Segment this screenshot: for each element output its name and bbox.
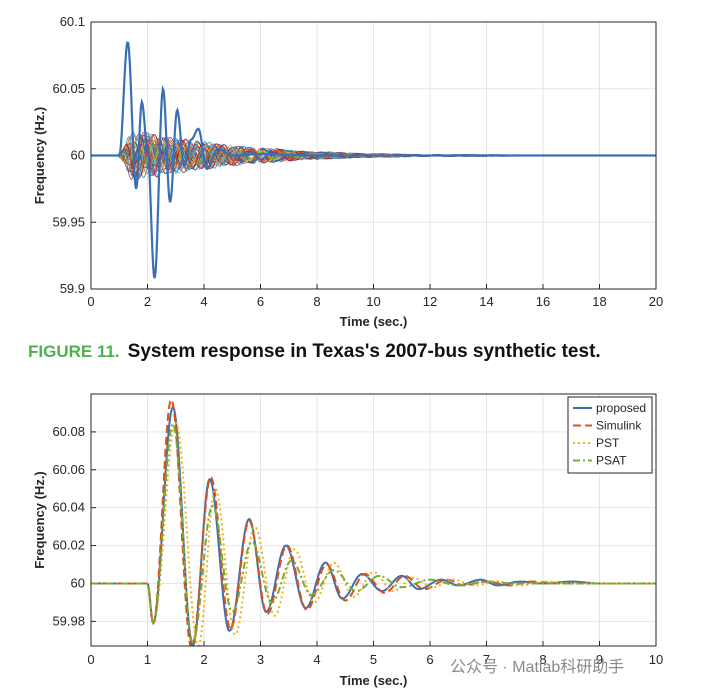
y-tick-label: 60.08: [52, 424, 85, 439]
chart-1: 0 2 4 6 8 10 12 14 16 18 20 59.9 59.95 60 60.05 60.1 Tim…: [32, 14, 663, 329]
legend-label-pst: PST: [596, 436, 620, 450]
series-line-dominant: [91, 41, 656, 279]
x-tick-label: 8: [313, 294, 320, 309]
watermark: 公众号 · Matlab科研助手: [450, 659, 625, 676]
x-tick-label: 10: [649, 652, 663, 667]
x-tick-label: 0: [87, 652, 94, 667]
y-axis-label: Frequency (Hz.): [32, 107, 47, 205]
x-tick-label: 6: [426, 652, 433, 667]
plot-frame: [90, 393, 657, 647]
x-tick-label: 8: [539, 652, 546, 667]
x-tick-label: 18: [592, 294, 606, 309]
y-tick-label: 60.05: [52, 81, 85, 96]
series-line-pst: [91, 421, 656, 646]
figure-caption: FIGURE 11. System response in Texas's 200…: [28, 341, 601, 363]
x-tick-label: 9: [596, 652, 603, 667]
chart-2: 0 1 2 3 4 5 6 7 8 9 10 59.98 60 60.02 60.04 60.06 60.08 T…: [32, 393, 663, 688]
x-tick-label: 14: [479, 294, 493, 309]
x-tick-label: 2: [144, 294, 151, 309]
legend-label-psat: PSAT: [596, 454, 627, 468]
x-axis-label: Time (sec.): [340, 673, 408, 688]
plot-lines: [91, 41, 656, 279]
y-tick-label: 60: [71, 575, 85, 590]
y-tick-label: 60.06: [52, 462, 85, 477]
y-tick-label: 59.95: [52, 214, 85, 229]
x-tick-label: 16: [536, 294, 550, 309]
plot-frame: [90, 21, 657, 290]
y-tick-label: 59.98: [52, 613, 85, 628]
x-tick-label: 2: [200, 652, 207, 667]
x-tick-label: 10: [366, 294, 380, 309]
figure-caption-text: System response in Texas's 2007-bus synt…: [127, 341, 601, 362]
x-tick-label: 12: [423, 294, 437, 309]
legend-label-proposed: proposed: [596, 401, 646, 415]
x-tick-label: 7: [483, 652, 490, 667]
x-tick-label: 20: [649, 294, 663, 309]
legend: proposed Simulink PST PSAT: [567, 396, 653, 474]
plot-lines: [91, 398, 656, 646]
y-tick-label: 60.04: [52, 500, 85, 515]
legend-label-simulink: Simulink: [596, 419, 642, 433]
y-tick-label: 60: [71, 148, 85, 163]
series-line-simulink: [91, 398, 656, 646]
series-line-psat: [91, 423, 656, 644]
figure-label: FIGURE 11.: [28, 342, 120, 361]
y-axis-label: Frequency (Hz.): [32, 471, 47, 569]
y-tick-label: 60.1: [60, 14, 85, 29]
x-tick-label: 6: [257, 294, 264, 309]
x-tick-label: 4: [313, 652, 320, 667]
x-tick-label: 1: [144, 652, 151, 667]
y-tick-label: 60.02: [52, 538, 85, 553]
x-tick-label: 0: [87, 294, 94, 309]
legend-box: [567, 396, 653, 474]
x-tick-label: 5: [370, 652, 377, 667]
x-axis-label: Time (sec.): [340, 314, 408, 329]
y-tick-label: 59.9: [60, 281, 85, 296]
x-tick-label: 4: [200, 294, 207, 309]
x-tick-label: 3: [257, 652, 264, 667]
